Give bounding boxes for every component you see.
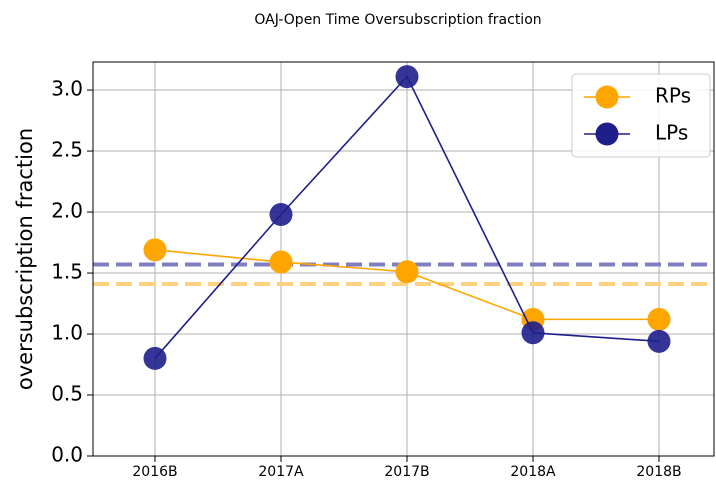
y-tick-label: 3.0: [51, 77, 83, 101]
point: [143, 346, 167, 370]
x-tick-label: 2018B: [636, 464, 681, 480]
point: [269, 250, 293, 274]
point: [269, 202, 293, 226]
y-tick-label: 2.5: [51, 138, 83, 162]
point: [143, 238, 167, 262]
point: [395, 260, 419, 284]
legend-label: RPs: [655, 84, 691, 108]
legend-marker: [595, 85, 619, 109]
legend-marker: [595, 122, 619, 146]
point: [647, 329, 671, 353]
legend-label: LPs: [655, 121, 688, 145]
point: [521, 321, 545, 345]
y-axis-label: oversubscription fraction: [13, 128, 37, 390]
y-tick-label: 0.5: [51, 382, 83, 406]
x-tick-label: 2017A: [258, 464, 304, 480]
x-tick-label: 2017B: [384, 464, 429, 480]
y-tick-label: 1.0: [51, 321, 83, 345]
point: [647, 307, 671, 331]
y-tick-label: 2.0: [51, 199, 83, 223]
x-tick-label: 2018A: [510, 464, 556, 480]
x-tick-label: 2016B: [132, 464, 177, 480]
chart-title: OAJ-Open Time Oversubscription fraction: [254, 12, 541, 28]
y-tick-label: 1.5: [51, 260, 83, 284]
y-tick-label: 0.0: [51, 443, 83, 467]
plot-frame: [92, 61, 715, 457]
point: [395, 65, 419, 89]
